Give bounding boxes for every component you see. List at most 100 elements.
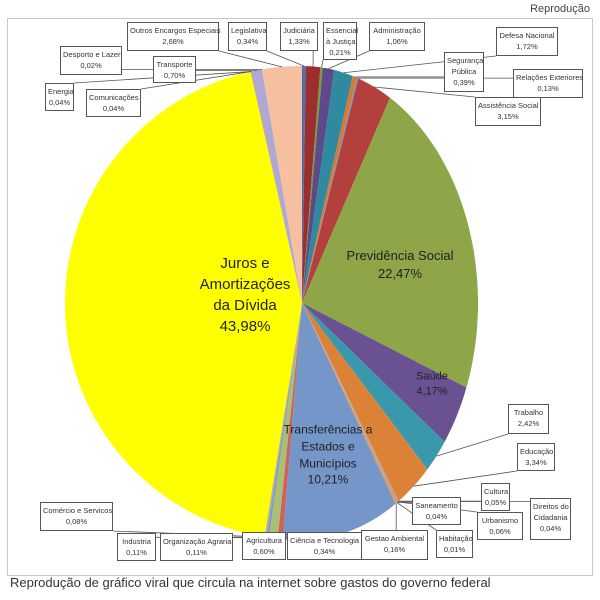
pie-slice-29 [262, 66, 302, 303]
callout-energia: Energia 0,04% [45, 83, 74, 111]
pie-slice-27 [251, 69, 302, 304]
pie-slice-3 [302, 67, 335, 303]
callout-text: Comércio e Servicos [43, 506, 113, 515]
pie-slice-22 [265, 303, 302, 538]
callout-text: 0,01% [443, 545, 466, 554]
callout-agricultura: Agricultura 0,60% [242, 532, 286, 560]
chart-frame [7, 18, 593, 576]
callout-text: 0,04% [425, 512, 448, 521]
callout-judiciaria: Judiciária 1,33% [280, 22, 318, 51]
inner-label-line: Previdência Social [346, 247, 454, 263]
leader-line-comunicacoes [140, 71, 252, 90]
callout-saneamento: Saneamento 0,04% [412, 497, 461, 525]
callout-assistencia: Assistência Social 3,15% [475, 97, 541, 126]
callout-text: Essencial [326, 26, 359, 35]
callout-text: Cultura [484, 487, 509, 496]
pie-slice-11 [302, 303, 428, 501]
callout-text: Habitação [439, 534, 473, 543]
pie-slice-12 [302, 303, 399, 502]
callout-text: 1,33% [288, 37, 310, 46]
callout-ciencia: Ciência e Tecnologia 0,34% [287, 532, 362, 560]
inner-label-previdencia: Previdência Social 22,47% [347, 247, 454, 283]
callout-text: 0,16% [383, 545, 406, 554]
pie-slice-21 [267, 303, 302, 538]
pie-slice-5 [302, 76, 357, 303]
callout-text: 0,11% [126, 548, 147, 557]
callout-text: 0,05% [484, 498, 507, 507]
callout-legislativa: Legislativa 0,34% [228, 22, 267, 51]
callout-text: 3,34% [525, 458, 547, 467]
pie-slice-9 [302, 303, 467, 442]
callout-text: Judiciária [283, 26, 315, 35]
callout-text: Cidadania [533, 513, 568, 522]
callout-text: Urbanismo [481, 516, 519, 525]
callout-cultura: Cultura 0,05% [481, 483, 510, 511]
inner-label-line: Saúde [416, 370, 448, 383]
pie-slice-2 [302, 67, 323, 303]
callout-transporte: Transporte 0,70% [153, 56, 196, 83]
pie-slice-8 [302, 97, 478, 388]
caption: Reprodução de gráfico viral que circula … [10, 575, 491, 590]
leader-line-outros [218, 50, 283, 68]
callout-text: 0,04% [102, 104, 125, 113]
callout-text: Saneamento [415, 501, 458, 510]
pie-slice-1 [302, 66, 321, 303]
pie-slice-19 [277, 303, 302, 540]
callout-text: 0,06% [489, 527, 511, 536]
pie-slice-16 [302, 303, 398, 503]
callout-outros: Outros Encargos Especiais 2,68% [127, 22, 221, 51]
callout-text: Agricultura [246, 536, 282, 545]
callout-text: à Justiça [326, 37, 356, 46]
pie-slice-17 [302, 303, 397, 504]
pie-slice-14 [302, 303, 398, 503]
leader-line-legislativa [266, 50, 305, 67]
callout-text: 2,42% [517, 419, 540, 428]
callout-text: Assistência Social [478, 101, 539, 110]
callout-text: Industria [122, 537, 151, 546]
callout-essencial: Essencial à Justiça 0,21% [323, 22, 359, 60]
callout-text: Energia [48, 87, 74, 96]
callout-habitacao: Habitação 0,01% [436, 530, 473, 558]
callout-trabalho: Trabalho 2,42% [508, 404, 549, 434]
pie-slice-20 [268, 303, 302, 539]
callout-seguranca: Segurança Pública 0,39% [444, 52, 484, 92]
pie-slice-28 [262, 69, 302, 304]
credit-text: Reprodução [530, 3, 590, 15]
pie-slice-13 [302, 303, 399, 502]
callout-text: Defesa Nacional [499, 31, 555, 40]
inner-label-line: Municípios [299, 456, 357, 470]
callout-text: 0,13% [537, 84, 559, 93]
callout-text: Comunicações [89, 93, 139, 102]
callout-text: 0,39% [453, 78, 475, 87]
callout-text: 0,70% [163, 71, 186, 80]
pie-slice-26 [251, 71, 302, 304]
inner-label-juros: Juros e Amortizações da Dívida 43,98% [200, 253, 291, 337]
pie-slice-23 [264, 303, 302, 538]
callout-text: Organização Agraria [163, 537, 232, 546]
pie-slice-6 [302, 77, 359, 303]
callout-text: 0,60% [253, 547, 275, 556]
leader-line-educacao [413, 470, 518, 487]
callout-organizacao: Organização Agraria 0,11% [160, 533, 233, 561]
callout-text: Gestao Ambiental [364, 534, 425, 543]
callout-industria: Industria 0,11% [117, 533, 156, 561]
callout-administracao: Administração 1,06% [369, 22, 425, 51]
callout-comunicacoes: Comunicações 0,04% [86, 89, 141, 117]
callout-comercio: Comércio e Servicos 0,08% [40, 502, 113, 531]
inner-label-line: 10,21% [307, 472, 349, 487]
callout-text: Transporte [156, 60, 193, 69]
inner-label-line: 22,47% [377, 266, 423, 281]
callout-text: Pública [451, 67, 477, 76]
callout-desporto: Desporto e Lazer 0,02% [60, 46, 122, 75]
callout-defesa: Defesa Nacional 1,72% [496, 27, 558, 56]
inner-label-line: Estados e [301, 439, 355, 454]
callout-text: Educação [520, 447, 554, 456]
inner-label-saude: Saúde 4,17% [416, 370, 448, 401]
inner-label-line: 4,17% [416, 386, 448, 398]
pie-slice-24 [65, 71, 302, 537]
inner-label-line: Amortizações [199, 276, 291, 293]
callout-text: Outros Encargos Especiais [130, 26, 221, 35]
inner-label-line: 43,98% [219, 318, 271, 335]
callout-text: 0,34% [236, 37, 259, 46]
